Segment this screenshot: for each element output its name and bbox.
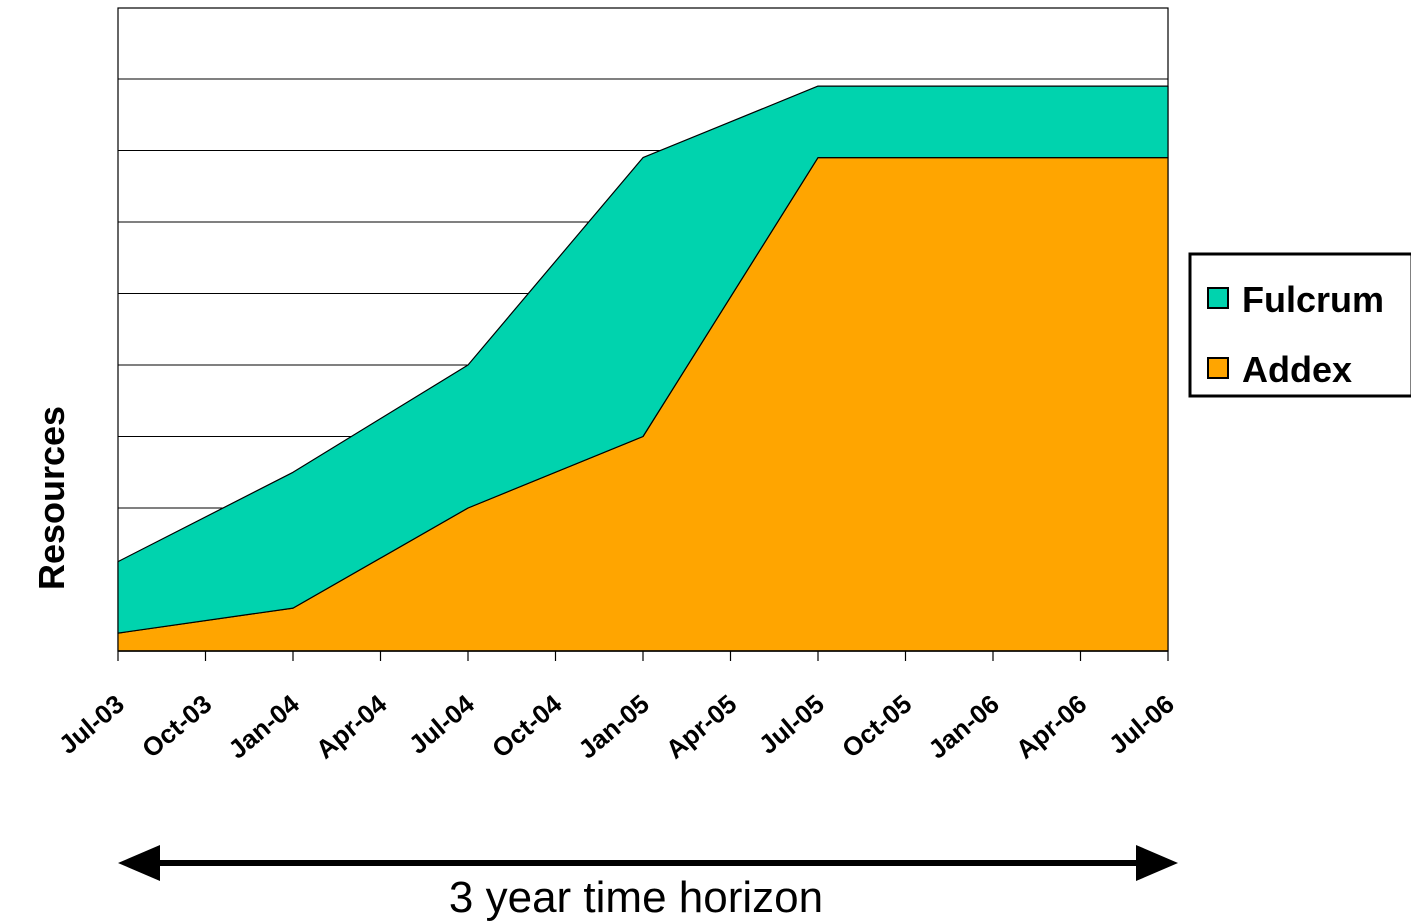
arrow-left-head-icon [118, 845, 160, 881]
time-horizon-annotation: 3 year time horizon [118, 845, 1178, 922]
x-tick-label: Apr-04 [310, 688, 393, 764]
legend-swatch-fulcrum [1207, 287, 1229, 309]
x-tick-label: Jan-06 [922, 689, 1004, 765]
x-tick-label: Apr-06 [1010, 689, 1092, 765]
x-tick-label: Jul-03 [53, 689, 130, 760]
plot-area: Jul-03 Oct-03 Jan-04 Apr-04 Jul-04 Oct-04 Jan-… [53, 7, 1180, 765]
arrow-right-head-icon [1136, 845, 1178, 881]
x-tick-labels: Jul-03 Oct-03 Jan-04 Apr-04 Jul-04 Oct-04 Jan-… [53, 688, 1180, 764]
legend-label-addex: Addex [1242, 349, 1352, 390]
y-axis-label: Resources [31, 406, 72, 590]
area-fulcrum [117, 85, 1169, 634]
time-horizon-caption: 3 year time horizon [449, 873, 823, 922]
x-tick-marks [117, 651, 1169, 661]
legend: Fulcrum Addex [1188, 252, 1411, 398]
x-tick-label: Jul-06 [1103, 689, 1180, 760]
x-tick-label: Jul-05 [753, 689, 830, 760]
x-tick-label: Jul-04 [403, 688, 480, 760]
x-tick-label: Oct-05 [836, 689, 917, 764]
x-tick-label: Oct-03 [136, 689, 217, 764]
x-tick-label: Apr-05 [660, 689, 742, 765]
x-tick-label: Oct-04 [486, 688, 568, 763]
x-tick-label: Jan-04 [222, 688, 305, 764]
legend-swatch-addex [1207, 357, 1229, 379]
legend-label-fulcrum: Fulcrum [1242, 279, 1384, 320]
x-tick-label: Jan-05 [572, 689, 654, 765]
